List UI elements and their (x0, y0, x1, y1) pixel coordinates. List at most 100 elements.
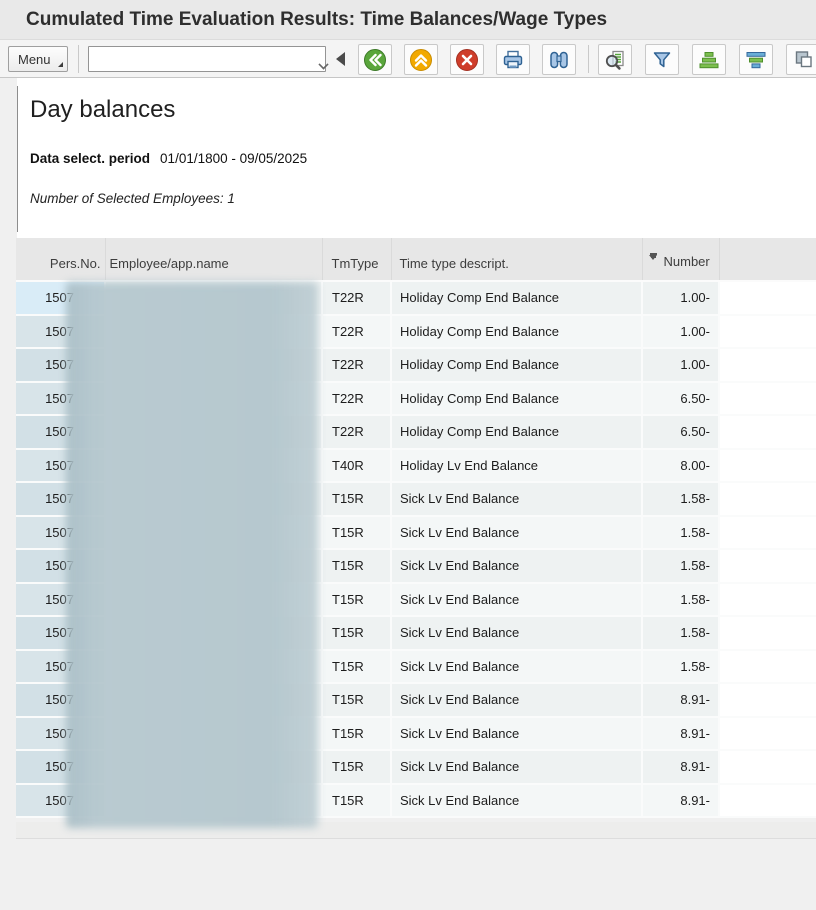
cell-time-type-descript[interactable]: Sick Lv End Balance (391, 549, 643, 584)
filter-icon (653, 51, 671, 67)
selected-employees-note: Number of Selected Employees: 1 (30, 191, 235, 206)
cell-number[interactable]: 1.58- (642, 515, 720, 550)
cell-time-type-descript[interactable]: Sick Lv End Balance (391, 783, 643, 818)
command-input[interactable] (93, 48, 299, 70)
cell-tmtype[interactable]: T15R (322, 515, 392, 550)
find-button[interactable] (542, 44, 576, 75)
page-title: Cumulated Time Evaluation Results: Time … (26, 9, 608, 30)
cell-tmtype[interactable]: T15R (322, 549, 392, 584)
print-button[interactable] (496, 44, 530, 75)
command-field[interactable] (88, 46, 329, 72)
exit-button[interactable] (404, 44, 438, 75)
cell-time-type-descript[interactable]: Holiday Comp End Balance (391, 281, 643, 316)
cell-time-type-descript[interactable]: Holiday Lv End Balance (391, 448, 643, 483)
cell-number[interactable]: 1.00- (642, 348, 720, 383)
cell-time-type-descript[interactable]: Sick Lv End Balance (391, 683, 643, 718)
column-header-number-label: Number (663, 254, 710, 270)
application-toolbar: Menu (0, 40, 816, 78)
cell-tmtype[interactable]: T40R (322, 448, 392, 483)
exit-icon (410, 48, 432, 71)
menu-button-label: Menu (18, 51, 51, 67)
column-header-number[interactable]: Number (642, 238, 720, 282)
sort-descending-indicator-icon (648, 251, 659, 275)
cell-tmtype[interactable]: T15R (322, 616, 392, 651)
cell-filler (719, 616, 816, 651)
cell-number[interactable]: 1.58- (642, 582, 720, 617)
column-header-tmtype[interactable]: TmType (322, 238, 392, 282)
filter-button[interactable] (645, 44, 679, 75)
cell-filler (719, 348, 816, 383)
cell-number[interactable]: 8.91- (642, 783, 720, 818)
cell-number[interactable]: 8.00- (642, 448, 720, 483)
cell-time-type-descript[interactable]: Holiday Comp End Balance (391, 381, 643, 416)
menu-button[interactable]: Menu (8, 46, 68, 72)
cell-number[interactable]: 1.58- (642, 649, 720, 684)
cell-tmtype[interactable]: T22R (322, 314, 392, 349)
cell-filler (719, 515, 816, 550)
cell-filler (719, 549, 816, 584)
title-bar: Cumulated Time Evaluation Results: Time … (0, 0, 816, 40)
copy-icon (795, 50, 812, 67)
cell-time-type-descript[interactable]: Holiday Comp End Balance (391, 314, 643, 349)
column-header-filler (719, 238, 816, 282)
cell-tmtype[interactable]: T15R (322, 716, 392, 751)
cell-number[interactable]: 8.91- (642, 716, 720, 751)
sort-ascending-button[interactable] (692, 44, 726, 75)
cell-time-type-descript[interactable]: Sick Lv End Balance (391, 716, 643, 751)
column-header-time-type-descript[interactable]: Time type descript. (391, 238, 643, 282)
cell-tmtype[interactable]: T15R (322, 649, 392, 684)
cell-tmtype[interactable]: T22R (322, 415, 392, 450)
print-icon (503, 50, 523, 68)
cell-filler (719, 448, 816, 483)
cell-number[interactable]: 6.50- (642, 381, 720, 416)
cell-time-type-descript[interactable]: Sick Lv End Balance (391, 750, 643, 785)
cell-filler (719, 482, 816, 517)
report-header-panel (17, 78, 816, 238)
sort-ascending-icon (699, 51, 719, 68)
copy-views-button[interactable] (786, 44, 816, 75)
collapse-command-field-icon[interactable] (336, 52, 345, 66)
report-heading: Day balances (30, 96, 176, 123)
column-header-employee-name[interactable]: Employee/app.name (105, 238, 323, 282)
find-next-icon (605, 50, 624, 70)
find-icon (550, 51, 568, 68)
cell-time-type-descript[interactable]: Sick Lv End Balance (391, 515, 643, 550)
cell-time-type-descript[interactable]: Holiday Comp End Balance (391, 348, 643, 383)
cell-tmtype[interactable]: T15R (322, 582, 392, 617)
cell-tmtype[interactable]: T22R (322, 281, 392, 316)
cell-filler (719, 683, 816, 718)
cell-tmtype[interactable]: T22R (322, 348, 392, 383)
cell-time-type-descript[interactable]: Sick Lv End Balance (391, 649, 643, 684)
cell-time-type-descript[interactable]: Sick Lv End Balance (391, 482, 643, 517)
panel-left-border (17, 86, 18, 232)
cell-time-type-descript[interactable]: Sick Lv End Balance (391, 582, 643, 617)
cell-time-type-descript[interactable]: Holiday Comp End Balance (391, 415, 643, 450)
period-value: 01/01/1800 - 09/05/2025 (160, 151, 308, 166)
cell-pers-no[interactable]: 1507 (16, 783, 106, 818)
cell-number[interactable]: 1.58- (642, 549, 720, 584)
back-button[interactable] (358, 44, 392, 75)
cell-tmtype[interactable]: T15R (322, 683, 392, 718)
find-next-button[interactable] (598, 44, 632, 75)
data-selection-period: Data select. period 01/01/1800 - 09/05/20… (30, 151, 307, 166)
cell-tmtype[interactable]: T15R (322, 482, 392, 517)
cell-filler (719, 415, 816, 450)
cell-number[interactable]: 1.00- (642, 281, 720, 316)
column-header-pers-no[interactable]: Pers.No. (16, 238, 106, 282)
menu-dropdown-triangle-icon (58, 62, 63, 67)
sort-descending-button[interactable] (739, 44, 773, 75)
cell-number[interactable]: 1.00- (642, 314, 720, 349)
cell-tmtype[interactable]: T15R (322, 783, 392, 818)
cell-time-type-descript[interactable]: Sick Lv End Balance (391, 616, 643, 651)
cell-number[interactable]: 8.91- (642, 750, 720, 785)
cell-tmtype[interactable]: T15R (322, 750, 392, 785)
cell-number[interactable]: 6.50- (642, 415, 720, 450)
cell-filler (719, 716, 816, 751)
cell-tmtype[interactable]: T22R (322, 381, 392, 416)
cancel-button[interactable] (450, 44, 484, 75)
cell-number[interactable]: 1.58- (642, 482, 720, 517)
privacy-blur-overlay (66, 282, 318, 828)
cell-number[interactable]: 8.91- (642, 683, 720, 718)
toolbar-separator (78, 45, 79, 73)
cell-number[interactable]: 1.58- (642, 616, 720, 651)
